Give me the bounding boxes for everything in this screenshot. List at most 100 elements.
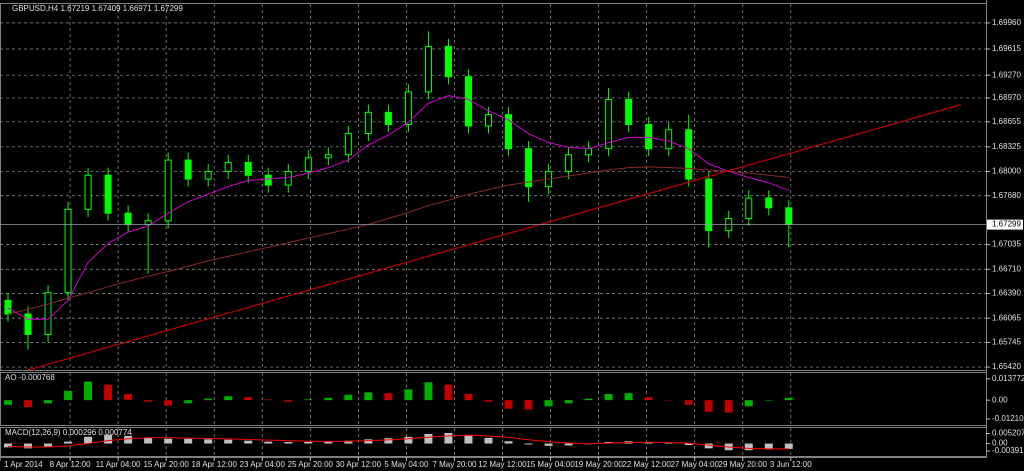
macd-bar bbox=[644, 442, 653, 444]
x-tick-label: 3 Jun 12:00 bbox=[770, 460, 812, 469]
macd-bar bbox=[364, 439, 373, 444]
y-tick-label: 1.66390 bbox=[992, 289, 1021, 298]
candle-body bbox=[645, 123, 653, 150]
ao-bar bbox=[244, 397, 253, 401]
y-tick-label: -0.012106 bbox=[992, 414, 1024, 423]
candle-body bbox=[344, 133, 352, 156]
macd-bar bbox=[564, 443, 573, 446]
x-tick-label: 15 May 04:00 bbox=[526, 460, 575, 469]
macd-bar bbox=[484, 437, 493, 444]
macd-bar bbox=[784, 443, 793, 449]
y-tick-label: 0.00 bbox=[992, 395, 1008, 404]
macd-bar bbox=[424, 433, 433, 444]
ao-bar bbox=[744, 400, 753, 407]
price-tag bbox=[987, 219, 1023, 230]
candle-body bbox=[324, 154, 332, 159]
candle-body bbox=[64, 208, 72, 294]
candle-body bbox=[685, 129, 693, 180]
y-tick-label: 1.66710 bbox=[992, 264, 1021, 273]
macd-bar bbox=[764, 443, 773, 450]
x-tick-label: 1 Apr 2014 bbox=[4, 460, 43, 469]
candle-body bbox=[44, 292, 52, 335]
macd-signal bbox=[7, 434, 789, 450]
macd-bar bbox=[184, 438, 193, 444]
ao-bar bbox=[784, 397, 793, 401]
ao-bar bbox=[284, 400, 293, 402]
ao-bar bbox=[644, 397, 653, 401]
ao-bar bbox=[204, 398, 213, 401]
candle-body bbox=[364, 111, 372, 135]
macd-bar bbox=[404, 436, 413, 444]
ao-bar bbox=[624, 393, 633, 401]
macd-bar bbox=[4, 443, 13, 448]
ao-bar bbox=[444, 384, 453, 401]
macd-bar bbox=[284, 442, 293, 444]
moving-average bbox=[7, 166, 789, 315]
candle-body bbox=[625, 98, 633, 125]
ao-bar bbox=[44, 400, 53, 404]
ao-bar bbox=[84, 381, 93, 401]
price-tag-label: 1.67299 bbox=[992, 220, 1021, 229]
candle-body bbox=[765, 197, 773, 209]
macd-bar bbox=[144, 437, 153, 444]
macd-bar bbox=[504, 441, 513, 444]
candle-body bbox=[164, 159, 172, 222]
candle-body bbox=[84, 174, 92, 210]
ao-bar bbox=[64, 390, 73, 401]
macd-bar bbox=[244, 440, 253, 444]
macd-bar bbox=[744, 443, 753, 451]
ao-bar bbox=[324, 397, 333, 401]
macd-bar bbox=[164, 438, 173, 444]
candle-body bbox=[184, 159, 192, 180]
panel-title: GBPUSD,H4 1.67219 1.67409 1.66971 1.6729… bbox=[12, 4, 183, 13]
candle-body bbox=[585, 148, 593, 156]
x-tick-label: 15 Apr 20:00 bbox=[143, 460, 189, 469]
candle-body bbox=[505, 114, 513, 150]
ao-bar bbox=[544, 400, 553, 407]
ao-bar bbox=[704, 400, 713, 412]
ao-bar bbox=[504, 400, 513, 409]
x-tick-label: 29 May 20:00 bbox=[719, 460, 768, 469]
macd-bar bbox=[44, 443, 53, 447]
macd-bar bbox=[704, 443, 713, 449]
ao-bar bbox=[104, 384, 113, 401]
x-tick-label: 18 Apr 12:00 bbox=[192, 460, 238, 469]
macd-bar bbox=[204, 439, 213, 444]
y-tick-label: -0.003916 bbox=[992, 446, 1024, 455]
ao-bar bbox=[524, 400, 533, 410]
y-tick-label: 1.68970 bbox=[992, 93, 1021, 102]
candle-body bbox=[665, 129, 673, 150]
x-tick-label: 5 May 04:00 bbox=[384, 460, 429, 469]
y-tick-label: 1.68655 bbox=[992, 117, 1021, 126]
ao-bar bbox=[764, 400, 773, 401]
y-tick-label: 1.69270 bbox=[992, 70, 1021, 79]
candle-body bbox=[605, 98, 613, 150]
macd-bar bbox=[84, 436, 93, 444]
x-tick-label: 25 Apr 20:00 bbox=[288, 460, 334, 469]
ao-bar bbox=[144, 400, 153, 402]
macd-bar bbox=[684, 443, 693, 446]
ao-bar bbox=[4, 400, 13, 405]
x-tick-label: 22 May 12:00 bbox=[622, 460, 671, 469]
y-tick-label: 1.67680 bbox=[992, 191, 1021, 200]
candle-body bbox=[24, 313, 32, 335]
candle-body bbox=[525, 148, 533, 188]
panel-title: AO -0.000768 bbox=[5, 373, 55, 382]
macd-bar bbox=[544, 443, 553, 446]
macd-bar bbox=[264, 441, 273, 444]
y-tick-label: 1.68325 bbox=[992, 142, 1021, 151]
macd-bar bbox=[464, 434, 473, 444]
ao-bar bbox=[224, 396, 233, 401]
y-tick-label: 0.005207 bbox=[992, 429, 1024, 438]
macd-bar bbox=[524, 443, 533, 445]
ao-bar bbox=[684, 400, 693, 405]
ao-bar bbox=[304, 399, 313, 401]
y-tick-label: 1.67035 bbox=[992, 240, 1021, 249]
candle-body bbox=[4, 299, 12, 315]
moving-average bbox=[7, 95, 789, 320]
ao-bar bbox=[424, 382, 433, 401]
y-tick-label: 1.65745 bbox=[992, 338, 1021, 347]
ao-bar bbox=[484, 400, 493, 402]
macd-bar bbox=[64, 441, 73, 444]
x-tick-label: 7 May 20:00 bbox=[432, 460, 477, 469]
